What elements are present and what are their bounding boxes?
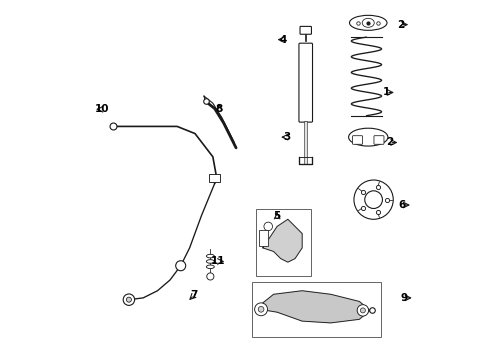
Text: 3: 3 <box>284 132 291 142</box>
Circle shape <box>258 306 264 312</box>
Text: 11: 11 <box>211 256 225 266</box>
Text: 8: 8 <box>216 104 223 114</box>
Circle shape <box>264 222 272 231</box>
Ellipse shape <box>362 18 374 27</box>
Text: 10: 10 <box>95 104 109 114</box>
Circle shape <box>354 180 393 219</box>
Ellipse shape <box>206 260 214 263</box>
FancyBboxPatch shape <box>299 43 313 122</box>
Circle shape <box>123 294 135 305</box>
Polygon shape <box>263 219 302 262</box>
Ellipse shape <box>349 15 387 30</box>
FancyBboxPatch shape <box>300 26 312 34</box>
FancyBboxPatch shape <box>304 121 307 164</box>
Circle shape <box>126 297 131 302</box>
Text: 6: 6 <box>398 200 406 210</box>
Circle shape <box>360 308 366 313</box>
Circle shape <box>365 191 382 208</box>
Circle shape <box>207 273 214 280</box>
Bar <box>259 230 268 246</box>
FancyBboxPatch shape <box>256 208 311 276</box>
FancyBboxPatch shape <box>352 136 363 144</box>
Circle shape <box>357 305 368 316</box>
FancyBboxPatch shape <box>374 136 384 144</box>
Text: 9: 9 <box>400 293 408 303</box>
Polygon shape <box>256 291 370 323</box>
Ellipse shape <box>206 265 214 269</box>
Text: 1: 1 <box>383 87 390 98</box>
Text: 2: 2 <box>386 138 393 148</box>
FancyBboxPatch shape <box>252 282 381 337</box>
Ellipse shape <box>206 254 214 258</box>
Text: 2: 2 <box>397 19 404 30</box>
Text: 5: 5 <box>273 211 281 221</box>
Circle shape <box>176 261 186 271</box>
Circle shape <box>255 303 268 316</box>
Ellipse shape <box>348 128 388 146</box>
Bar <box>209 174 220 182</box>
Text: 7: 7 <box>191 290 198 300</box>
Text: 4: 4 <box>280 35 287 45</box>
